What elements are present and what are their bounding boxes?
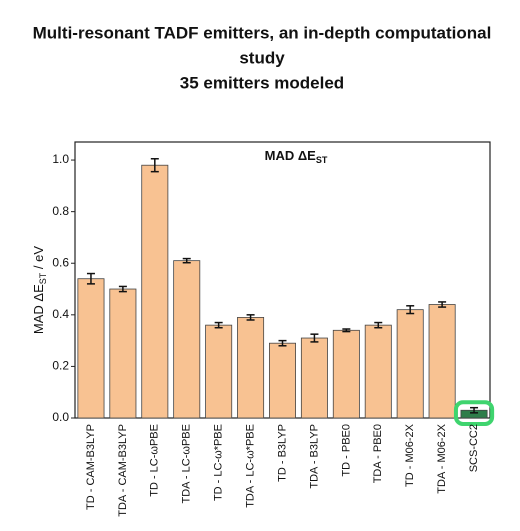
bar — [141, 164, 169, 419]
bar — [396, 309, 424, 419]
title-line: study — [239, 48, 285, 67]
error-bar — [182, 257, 191, 264]
bar — [332, 329, 360, 419]
plot-title-subscript: ST — [316, 155, 328, 165]
error-bar — [214, 321, 223, 329]
plot-title-text: MAD ΔE — [265, 148, 317, 163]
x-tick-label: TDA - B3LYP — [308, 424, 320, 489]
bar — [269, 342, 296, 419]
x-tick-label: TD - M06-2X — [404, 423, 416, 487]
bar — [364, 324, 392, 419]
highlight — [453, 400, 495, 427]
x-tick-label: TD - LC-ωPBE — [149, 424, 161, 497]
error-bar — [86, 272, 95, 285]
y-tick-label: 0.8 — [52, 204, 69, 218]
y-tick-label: 0.0 — [52, 410, 69, 424]
x-tick-label: SCS-CC2 — [468, 424, 480, 472]
error-bar — [150, 158, 159, 173]
y-axis-label: MAD ΔEST / eV — [31, 246, 48, 334]
title-line: 35 emitters modeled — [180, 73, 344, 92]
bar — [300, 337, 328, 419]
error-bar — [438, 301, 447, 308]
error-bar — [470, 406, 479, 414]
x-tick-label: TDA - CAM-B3LYP — [117, 424, 129, 517]
plot-title: MAD ΔEST — [265, 148, 328, 165]
y-tick-label: 0.6 — [52, 255, 69, 269]
bar — [173, 260, 201, 419]
y-label-suffix: / eV — [31, 246, 46, 273]
error-bar — [310, 333, 319, 343]
x-tick-label: TD - CAM-B3LYP — [85, 424, 97, 510]
error-bar — [374, 321, 383, 329]
error-bar — [342, 328, 351, 333]
y-tick-label: 0.4 — [52, 307, 69, 321]
bar — [428, 304, 456, 419]
error-bar — [278, 339, 287, 347]
y-label-subscript: ST — [38, 272, 48, 284]
title-line: Multi-resonant TADF emitters, an in-dept… — [33, 23, 492, 42]
error-bar — [406, 305, 415, 315]
bar — [237, 317, 265, 419]
x-tick-label: TDA - M06-2X — [436, 423, 448, 493]
bar — [77, 278, 105, 419]
y-label-text: MAD ΔE — [31, 284, 46, 334]
x-tick-label: TD - B3LYP — [276, 424, 288, 482]
x-tick-label: TDA - LC-ωPBE — [181, 424, 193, 504]
bar — [205, 324, 233, 419]
bar — [109, 288, 137, 419]
x-tick-label: TD - PBE0 — [340, 424, 352, 477]
y-tick-label: 0.2 — [52, 359, 69, 373]
error-bar — [246, 314, 255, 321]
y-tick-label: 1.0 — [52, 152, 69, 166]
x-tick-label: TDA - PBE0 — [372, 424, 384, 483]
error-bar — [118, 285, 127, 293]
x-tick-label: TD - LC-ω*PBE — [213, 424, 225, 501]
x-tick-label: TDA - LC-ω*PBE — [244, 424, 256, 508]
